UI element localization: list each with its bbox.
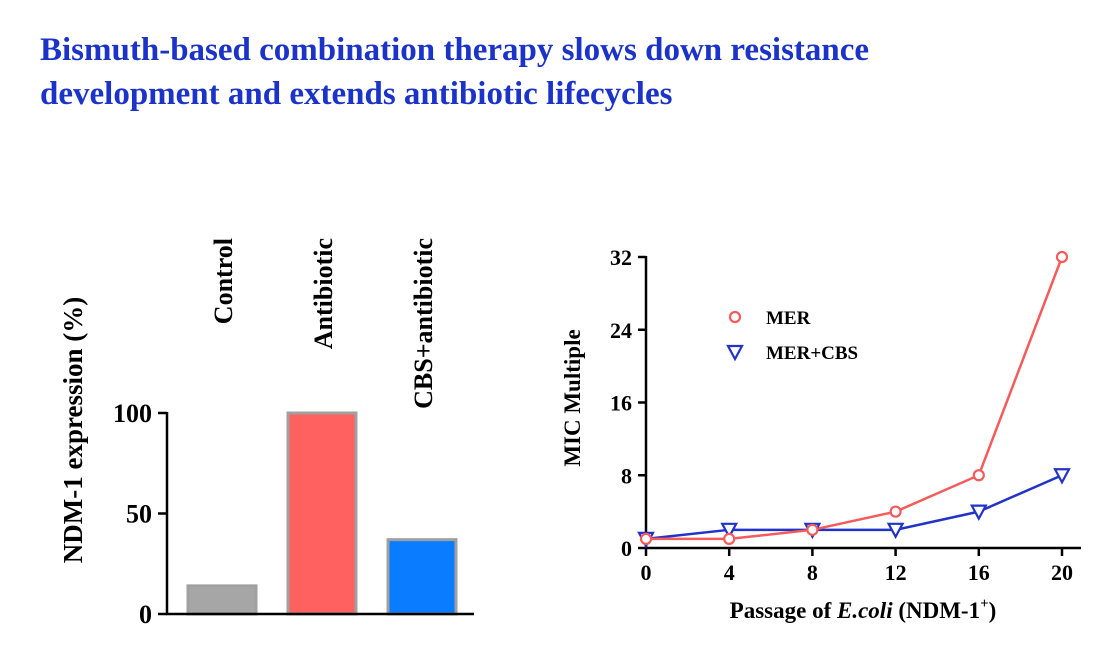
x-label-prefix: Passage of	[730, 598, 837, 623]
line-x-axis-label: Passage of E.coli (NDM-1+)	[730, 596, 997, 623]
bar-y-tick-label: 100	[113, 399, 152, 428]
data-point	[1055, 250, 1069, 264]
legend-marker	[726, 344, 744, 362]
x-label-suffix: (NDM-1	[893, 598, 981, 623]
data-point	[806, 523, 819, 536]
series-line-mer	[646, 256, 1064, 541]
line-chart: MIC Multiple 0 8 16 24 32 0 4 8 12 16 20 MER MER+C…	[560, 245, 1081, 623]
title-line-2: development and extends antibiotic lifec…	[40, 76, 673, 112]
x-label-superscript: +	[980, 596, 989, 612]
line-x-tick-label: 0	[641, 560, 652, 585]
data-point	[889, 505, 902, 518]
data-point	[639, 532, 653, 546]
bar-y-axis-label: NDM-1 expression (%)	[58, 297, 88, 563]
line-y-axis-label: MIC Multiple	[560, 329, 585, 466]
line-y-tick-label: 32	[610, 245, 632, 270]
data-point	[969, 504, 988, 521]
bar-y-tick-label: 50	[126, 500, 152, 529]
bar-1	[286, 411, 358, 616]
bar-category-label: CBS+antibiotic	[409, 238, 438, 409]
line-y-tick-label: 16	[610, 391, 632, 416]
x-label-close: )	[989, 598, 997, 623]
data-point	[720, 522, 739, 540]
bar-category-labels: Control Antibiotic CBS+antibiotic	[209, 238, 438, 409]
bar-marks	[186, 411, 458, 616]
legend-label: MER+CBS	[766, 343, 858, 364]
line-x-tick-label: 20	[1051, 560, 1073, 585]
data-point	[972, 469, 985, 482]
line-series	[637, 250, 1071, 549]
line-legend: MER MER+CBS	[726, 308, 858, 364]
line-y-tick-label: 8	[621, 463, 632, 488]
page-title: Bismuth-based combination therapy slows …	[40, 28, 1100, 116]
line-y-tick-label: 0	[621, 536, 632, 561]
line-x-tick-label: 8	[807, 560, 818, 585]
data-point	[886, 522, 905, 540]
line-x-ticks: 0 4 8 12 16 20	[641, 548, 1073, 585]
x-label-italic: E.coli	[836, 598, 893, 623]
line-x-tick-label: 12	[885, 560, 907, 585]
legend-marker	[728, 310, 742, 324]
bar-category-label: Antibiotic	[309, 238, 338, 349]
bar-y-tick-label: 0	[139, 600, 152, 629]
bar-y-ticks: 0 50 100	[113, 399, 167, 629]
line-x-tick-label: 16	[968, 560, 990, 585]
bar-chart: NDM-1 expression (%) Control Antibiotic CB…	[58, 238, 474, 629]
legend-label: MER	[766, 308, 811, 329]
series-line-mer-cbs	[645, 474, 1063, 541]
data-point	[1053, 468, 1071, 485]
bar-0	[186, 584, 258, 616]
line-x-tick-label: 4	[724, 560, 735, 585]
bar-category-label: Control	[209, 238, 238, 324]
data-point	[723, 532, 736, 546]
bar-2	[386, 538, 458, 616]
line-y-tick-label: 24	[610, 318, 632, 343]
title-line-1: Bismuth-based combination therapy slows …	[40, 32, 870, 68]
line-y-ticks: 0 8 16 24 32	[610, 245, 646, 561]
